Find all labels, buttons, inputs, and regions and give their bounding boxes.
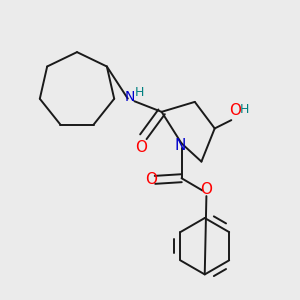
Text: N: N	[174, 137, 185, 152]
Text: O: O	[229, 103, 241, 118]
Text: H: H	[134, 86, 144, 99]
Text: O: O	[200, 182, 212, 197]
Text: N: N	[125, 90, 135, 104]
Text: O: O	[135, 140, 147, 155]
Text: O: O	[145, 172, 157, 187]
Text: H: H	[240, 103, 249, 116]
